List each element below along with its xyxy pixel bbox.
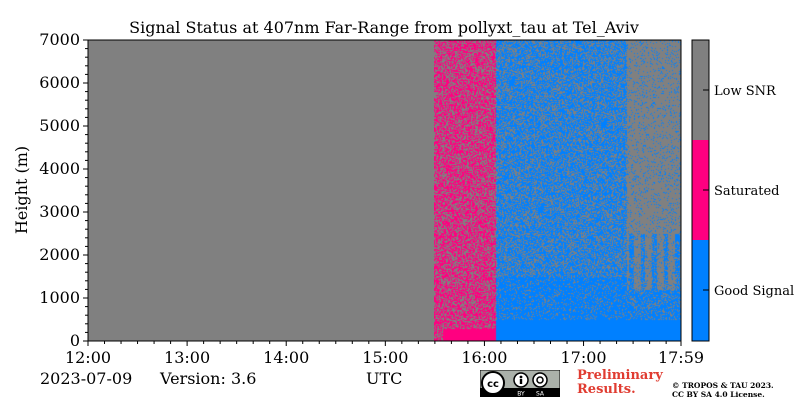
svg-text:cc: cc (487, 379, 499, 390)
colorbar-low-snr (692, 40, 709, 140)
plot-area (87, 39, 682, 342)
preliminary-results-note: Preliminary Results. (577, 369, 663, 397)
cc-sa-label: SA (536, 391, 545, 398)
colorbar-label-good-signal: Good Signal (714, 284, 794, 299)
x-tick-label: 17:00 (560, 348, 606, 367)
x-tick-label: 12:00 (65, 348, 111, 367)
footer-date: 2023-07-09 (40, 369, 133, 388)
copyright-note: © TROPOS & TAU 2023. CC BY SA 4.0 Licens… (672, 381, 774, 399)
cc-by-label: BY (517, 391, 525, 398)
x-axis-label: UTC (366, 369, 403, 388)
x-tick-label: 14:00 (263, 348, 309, 367)
y-axis-label: Height (m) (12, 146, 31, 234)
y-tick-label: 7000 (39, 30, 80, 49)
preliminary-line-1: Preliminary (577, 368, 663, 383)
colorbar-label-saturated: Saturated (714, 184, 779, 199)
x-tick-label: 17:59 (658, 348, 704, 367)
y-tick-label: 0 (70, 331, 80, 350)
footer-version: Version: 3.6 (160, 369, 257, 388)
x-tick-label: 13:00 (164, 348, 210, 367)
plot-frame (87, 39, 682, 342)
y-tick-label: 6000 (39, 73, 80, 92)
y-axis: 0 1000 2000 3000 4000 5000 6000 7000 (39, 30, 88, 350)
copyright-line-2: CC BY SA 4.0 License. (672, 390, 765, 399)
region-low-snr (88, 40, 434, 341)
y-tick-label: 1000 (39, 288, 80, 307)
y-tick-label: 4000 (39, 159, 80, 178)
y-tick-label: 3000 (39, 202, 80, 221)
colorbar-label-low-snr: Low SNR (714, 84, 777, 99)
cc-license-logo: cc BY SA (480, 370, 560, 397)
x-tick-label: 16:00 (461, 348, 507, 367)
x-tick-label: 15:00 (362, 348, 408, 367)
colorbar: Good Signal Saturated Low SNR (691, 39, 794, 342)
preliminary-line-2: Results. (577, 382, 636, 397)
y-tick-label: 5000 (39, 116, 80, 135)
colorbar-good-signal (692, 240, 709, 341)
y-tick-label: 2000 (39, 245, 80, 264)
colorbar-saturated (692, 140, 709, 240)
x-axis: 12:00 13:00 14:00 15:00 16:00 17:00 17:59 (65, 341, 704, 367)
chart-title: Signal Status at 407nm Far-Range from po… (129, 18, 639, 37)
signal-status-map (434, 40, 681, 341)
copyright-line-1: © TROPOS & TAU 2023. (672, 381, 774, 390)
